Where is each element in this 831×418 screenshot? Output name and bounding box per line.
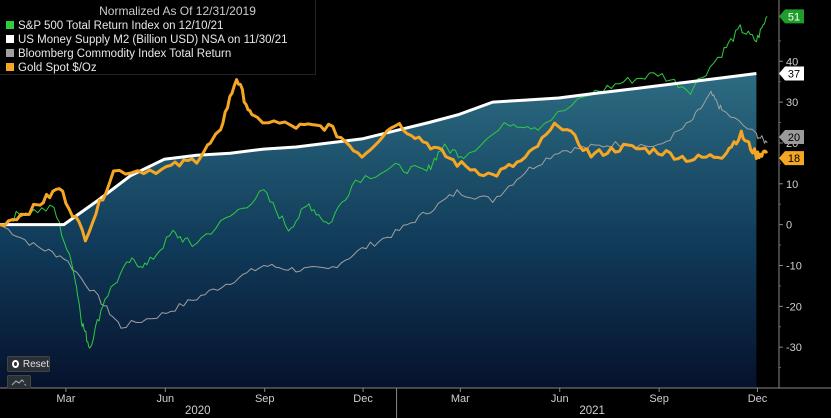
legend-swatch-commodity: [6, 49, 14, 57]
line-chart-icon: [11, 378, 27, 386]
legend-label-m2: US Money Supply M2 (Billion USD) NSA on …: [18, 34, 288, 46]
x-tick-label: Jun: [156, 393, 174, 405]
badge-shape: [779, 9, 804, 24]
reset-label: Reset: [22, 358, 49, 370]
x-tick-label: Mar: [451, 393, 470, 405]
m2-last-badge: 37: [779, 66, 804, 81]
legend-label-gold: Gold Spot $/Oz: [18, 62, 97, 74]
legend-item-sp500: S&P 500 Total Return Index on 12/10/21: [6, 19, 309, 33]
legend: Normalized As Of 12/31/2019 S&P 500 Tota…: [0, 0, 316, 75]
gold-line: [0, 78, 769, 243]
commodity-line: [0, 90, 768, 329]
badge-shape: [779, 129, 804, 144]
y-tick-label: -30: [786, 342, 802, 354]
badge-value: 51: [788, 11, 800, 23]
y-tick-label: 10: [786, 179, 798, 191]
x-tick-label: Jun: [551, 393, 569, 405]
badge-value: 37: [788, 69, 800, 81]
legend-item-m2: US Money Supply M2 (Billion USD) NSA on …: [6, 33, 309, 47]
m2-area: [0, 73, 757, 388]
x-tick-label: Dec: [748, 393, 768, 405]
sp500-last-badge: 51: [779, 9, 804, 24]
y-tick-label: 0: [786, 220, 792, 232]
y-tick-label: -20: [786, 301, 802, 313]
year-label: 2020: [185, 405, 211, 417]
series-lines: [0, 16, 769, 349]
last-value-badges: 51 37 20 18: [779, 9, 804, 166]
badge-value: 20: [788, 132, 800, 144]
x-tick-label: Sep: [649, 393, 669, 405]
legend-swatch-m2: [6, 35, 14, 43]
legend-title: Normalized As Of 12/31/2019: [99, 4, 256, 18]
badge-value: 18: [788, 153, 800, 165]
sp500-line: [0, 16, 768, 349]
legend-item-gold: Gold Spot $/Oz: [6, 61, 309, 75]
commodity-last-badge: 20: [779, 129, 804, 144]
m2-line: [0, 72, 757, 227]
legend-label-sp500: S&P 500 Total Return Index on 12/10/21: [18, 20, 224, 32]
legend-item-commodity: Bloomberg Commodity Index Total Return: [6, 47, 309, 61]
chart-type-button[interactable]: [7, 375, 31, 389]
badge-shape: [779, 151, 804, 166]
x-tick-label: Sep: [255, 393, 275, 405]
legend-swatch-gold: [6, 63, 14, 71]
x-tick-label: Dec: [353, 393, 373, 405]
badge-shape: [779, 66, 804, 81]
year-label: 2021: [579, 405, 605, 417]
gold-last-badge: 18: [779, 151, 804, 166]
y-tick-label: 30: [786, 97, 798, 109]
reset-icon: [12, 360, 19, 368]
legend-swatch-sp500: [6, 21, 14, 29]
legend-label-commodity: Bloomberg Commodity Index Total Return: [18, 48, 232, 60]
y-tick-label: -10: [786, 260, 802, 272]
x-tick-label: Mar: [56, 393, 75, 405]
m2-area-fill: [0, 73, 757, 388]
y-tick-label: 40: [786, 56, 798, 68]
reset-button[interactable]: Reset: [7, 356, 50, 372]
